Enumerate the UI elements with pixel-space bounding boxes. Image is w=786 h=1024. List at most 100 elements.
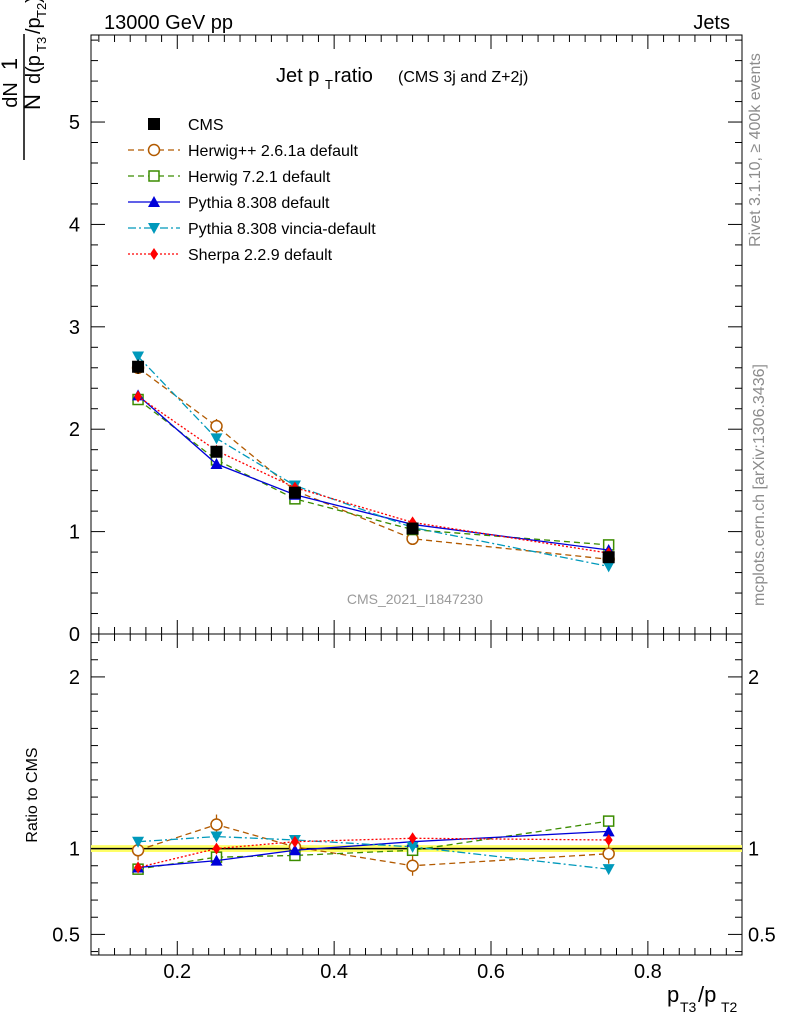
data-point bbox=[134, 390, 143, 403]
series-herwig-2-6-1a-default bbox=[131, 361, 615, 876]
data-point bbox=[406, 859, 419, 872]
series-sherpa-2-2-9-default bbox=[134, 390, 613, 874]
y-axis-label-ratio: Ratio to CMS bbox=[24, 747, 41, 842]
title-sub: T bbox=[325, 77, 333, 92]
data-point bbox=[408, 832, 417, 845]
rivet-label: Rivet 3.1.10, ≥ 400k events bbox=[747, 53, 764, 247]
y-tick-label-ratio-right: 0.5 bbox=[748, 924, 776, 946]
data-point bbox=[210, 458, 223, 470]
series-pythia-8-308-default bbox=[132, 389, 615, 873]
legend-entry: Herwig 7.2.1 default bbox=[128, 169, 331, 186]
chart-title: Jet p T ratio (CMS 3j and Z+2j) bbox=[276, 65, 528, 92]
data-point bbox=[288, 486, 301, 499]
svg-text:1: 1 bbox=[0, 58, 22, 70]
svg-text:T2: T2 bbox=[721, 999, 738, 1015]
data-point bbox=[150, 248, 158, 260]
data-point bbox=[147, 143, 161, 157]
title-small: (CMS 3j and Z+2j) bbox=[398, 69, 528, 86]
legend-entry: Pythia 8.308 vincia-default bbox=[128, 221, 376, 238]
data-point bbox=[602, 551, 615, 564]
svg-text:T3: T3 bbox=[680, 999, 697, 1015]
series-line-main bbox=[137, 395, 609, 554]
data-point bbox=[148, 118, 160, 130]
y-tick-label-ratio: 1 bbox=[69, 839, 80, 861]
data-point bbox=[406, 841, 419, 853]
data-point bbox=[602, 815, 615, 827]
data-point bbox=[212, 842, 221, 855]
data-point bbox=[406, 522, 419, 535]
data-point bbox=[602, 847, 615, 860]
y-tick-label-ratio: 0.5 bbox=[52, 924, 80, 946]
legend-entry: Herwig++ 2.6.1a default bbox=[128, 143, 358, 160]
series-line-ratio bbox=[137, 820, 609, 870]
svg-text:): ) bbox=[23, 0, 45, 3]
y-tick-label-main: 3 bbox=[69, 317, 80, 339]
data-point bbox=[148, 223, 160, 234]
y-tick-label-main: 4 bbox=[69, 214, 80, 236]
legend-label: CMS bbox=[188, 117, 224, 134]
title-rest: ratio bbox=[334, 65, 373, 87]
svg-text:T2: T2 bbox=[34, 3, 49, 18]
svg-text:p: p bbox=[667, 982, 679, 1007]
series-line-ratio bbox=[137, 837, 609, 869]
svg-text:T3: T3 bbox=[34, 37, 49, 52]
data-point bbox=[288, 844, 301, 856]
x-tick-label: 0.4 bbox=[320, 961, 348, 983]
data-point bbox=[602, 825, 615, 837]
legend-label: Pythia 8.308 vincia-default bbox=[188, 221, 376, 238]
title-main: Jet p bbox=[276, 65, 319, 87]
y-tick-label-ratio-right: 1 bbox=[748, 839, 759, 861]
legend-entry: CMS bbox=[148, 117, 224, 134]
ratio-panel-frame bbox=[90, 633, 743, 956]
data-point bbox=[602, 561, 615, 573]
data-point bbox=[210, 854, 223, 866]
legend-entry: Pythia 8.308 default bbox=[128, 195, 330, 212]
x-axis-label: p T3 /p T2 bbox=[667, 982, 738, 1015]
data-point bbox=[604, 833, 613, 846]
y-tick-label-main: 1 bbox=[69, 522, 80, 544]
data-point bbox=[210, 831, 223, 843]
data-point bbox=[132, 351, 145, 363]
legend: CMS Herwig++ 2.6.1a default Herwig 7.2.1 d… bbox=[128, 117, 376, 264]
legend-label: Sherpa 2.2.9 default bbox=[188, 247, 333, 264]
y-tick-label-ratio-right: 2 bbox=[748, 667, 759, 689]
data-point bbox=[132, 836, 145, 848]
mcplots-label: mcplots.cern.ch [arXiv:1306.3436] bbox=[751, 364, 768, 606]
series-line-ratio bbox=[138, 835, 609, 870]
series-pythia-8-308-vincia-default bbox=[132, 351, 615, 876]
legend-label: Pythia 8.308 default bbox=[188, 195, 330, 212]
legend-label: Herwig++ 2.6.1a default bbox=[188, 143, 358, 160]
y-tick-label-main: 2 bbox=[69, 419, 80, 441]
header-right: Jets bbox=[693, 12, 730, 34]
y-axis-label-main: 1 N dN d(p T3 /p T2 ) bbox=[0, 0, 49, 160]
y-tick-label-main: 0 bbox=[69, 624, 80, 646]
legend-entry: Sherpa 2.2.9 default bbox=[128, 247, 333, 264]
data-point bbox=[132, 360, 145, 373]
x-tick-label: 0.8 bbox=[634, 961, 662, 983]
data-point bbox=[210, 445, 223, 458]
x-tick-label: 0.6 bbox=[477, 961, 505, 983]
svg-text:N: N bbox=[20, 94, 45, 110]
series-line-main bbox=[137, 399, 609, 546]
data-point bbox=[602, 864, 615, 876]
data-point bbox=[148, 196, 160, 207]
legend-label: Herwig 7.2.1 default bbox=[188, 169, 331, 186]
svg-text:/p: /p bbox=[23, 17, 45, 34]
data-point bbox=[210, 818, 223, 831]
y-tick-label-main: 5 bbox=[69, 112, 80, 134]
data-point bbox=[290, 835, 299, 848]
series-line-main bbox=[137, 356, 609, 568]
y-tick-label-ratio: 2 bbox=[69, 667, 80, 689]
data-point bbox=[210, 433, 223, 445]
series-line-main bbox=[137, 394, 609, 551]
svg-text:d(p: d(p bbox=[23, 55, 45, 84]
x-tick-label: 0.2 bbox=[163, 961, 191, 983]
data-point bbox=[210, 419, 223, 433]
data-point bbox=[148, 170, 160, 182]
header-left: 13000 GeV pp bbox=[104, 12, 233, 34]
series-cms bbox=[132, 359, 615, 564]
axes-layer: 0.2 0.4 0.6 0.8 0 1 2 3 4 5 0.5 0.5 1 1 2 2 bbox=[52, 35, 776, 983]
data-point bbox=[134, 861, 143, 874]
series-line-main bbox=[137, 367, 609, 560]
